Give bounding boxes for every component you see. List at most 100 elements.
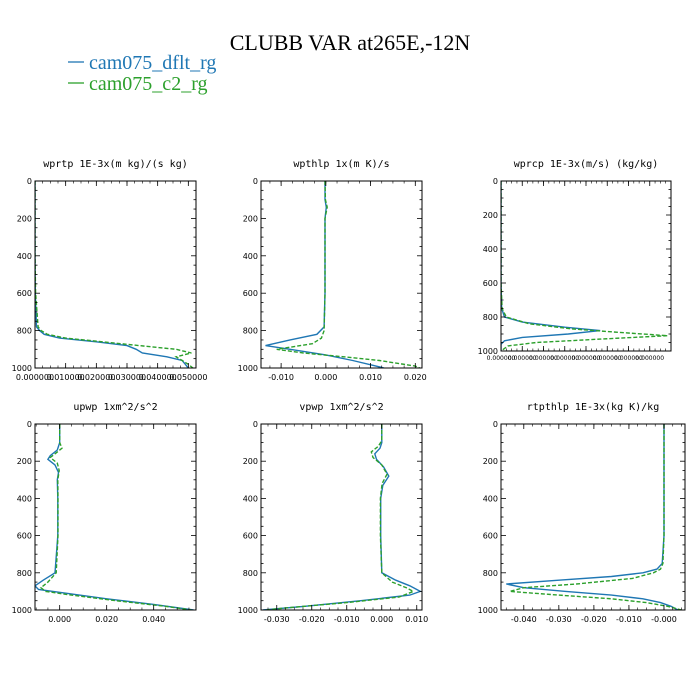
- panel-5-xtick-label: -0.020: [299, 615, 325, 624]
- panel-1-title: wprtp 1E-3x(m kg)/(s kg): [43, 159, 188, 170]
- panel-4-frame: [34, 423, 197, 611]
- panel-1: wprtp 1E-3x(m kg)/(s kg) 0 200 400 600 800 100…: [12, 159, 208, 382]
- panel-3-xtick-label: 0.000000: [572, 355, 601, 362]
- panel-4-xtick-label: 0.040: [142, 615, 165, 624]
- panel-6-ytick-label: 0: [493, 420, 498, 429]
- panel-2-ytick-label: 0: [253, 177, 258, 186]
- panel-5-frame: [260, 423, 423, 611]
- panel-6-xtick-label: -0.000: [651, 615, 677, 624]
- panel-4-ytick-label: 0: [27, 420, 32, 429]
- panel-6-series-cam075_dflt_rg: [506, 424, 679, 610]
- panel-5: vpwp 1xm^2/s^2 0 200 400 600 800 1000 -0.030 -0.…: [238, 402, 429, 624]
- legend-label-c2: cam075_c2_rg: [89, 73, 208, 95]
- panel-3-ytick-label: 200: [483, 211, 498, 220]
- panel-6-title: rtpthlp 1E-3x(kg K)/kg: [527, 402, 659, 413]
- panel-5-xtick-label: -0.030: [264, 615, 290, 624]
- panel-6-xtick-label: -0.010: [616, 615, 642, 624]
- panel-3-xtick-label: 0.000000: [550, 355, 579, 362]
- panel-1-xtick-label: 0.040000: [139, 373, 177, 382]
- panel-4-ytick-label: 400: [17, 494, 32, 503]
- panel-5-ytick-label: 0: [253, 420, 258, 429]
- panel-1-xtick-label: 0.050000: [169, 373, 207, 382]
- panel-4: upwp 1xm^2/s^2 0 200 400 600 800 1000 0.000 0.02…: [12, 402, 197, 624]
- panel-5-xtick-label: 0.010: [405, 615, 428, 624]
- panel-2-series-cam075_c2_rg: [276, 181, 421, 368]
- panel-3-series-cam075_dflt_rg: [501, 181, 601, 351]
- panel-2-xtick-label: -0.010: [268, 373, 294, 382]
- panel-6-ytick-label: 400: [483, 494, 498, 503]
- panel-6-series-cam075_c2_rg: [509, 424, 682, 610]
- panel-2-ytick-label: 200: [243, 214, 258, 223]
- panel-1-ytick-label: 800: [17, 327, 32, 336]
- panel-2: wpthlp 1x(m K)/s 0 200 400 600 800 1000 -0.010 0…: [238, 159, 427, 382]
- panel-1-frame: [34, 180, 197, 369]
- panel-3-xtick-label: 0.000000: [635, 355, 664, 362]
- panel-3-ytick-label: 1000: [478, 347, 498, 356]
- panel-5-xtick-label: 0.000: [370, 615, 393, 624]
- panel-3-xtick-label: 0.000000: [508, 355, 537, 362]
- panel-4-ytick-label: 600: [17, 532, 32, 541]
- panel-3-ytick-label: 0: [493, 177, 498, 186]
- panel-2-xtick-label: 0.020: [404, 373, 427, 382]
- panel-2-ytick-label: 800: [243, 327, 258, 336]
- panel-6-ytick-label: 200: [483, 457, 498, 466]
- panel-3-series-cam075_c2_rg: [501, 181, 668, 351]
- panel-6: rtpthlp 1E-3x(kg K)/kg 0 200 400 600 800 1000 -…: [478, 402, 686, 624]
- panel-2-ytick-label: 400: [243, 252, 258, 261]
- panel-3-xtick-label: 0.000000: [487, 355, 516, 362]
- panel-1-xtick-label: 0.000000: [16, 373, 54, 382]
- panel-5-xtick-label: -0.010: [334, 615, 360, 624]
- panel-6-xtick-label: -0.040: [511, 615, 537, 624]
- panel-2-frame: [260, 180, 423, 369]
- panel-5-series-cam075_dflt_rg: [262, 424, 422, 610]
- panel-6-xtick-label: -0.030: [546, 615, 572, 624]
- panel-1-xtick-label: 0.020000: [77, 373, 115, 382]
- panel-3-xtick-label: 0.000000: [529, 355, 558, 362]
- panel-1-series-cam075_c2_rg: [35, 181, 194, 368]
- panel-4-ytick-label: 800: [17, 569, 32, 578]
- figure-title: CLUBB VAR at265E,-12N: [230, 30, 471, 55]
- panel-5-ytick-label: 1000: [238, 606, 258, 615]
- panel-2-title: wpthlp 1x(m K)/s: [293, 159, 389, 170]
- panel-2-xtick-label: 0.000: [314, 373, 337, 382]
- legend-label-dflt: cam075_dflt_rg: [89, 52, 216, 74]
- panel-3-frame: [500, 180, 672, 352]
- panel-1-ytick-label: 600: [17, 289, 32, 298]
- panel-4-title: upwp 1xm^2/s^2: [73, 402, 157, 413]
- panel-1-ytick-label: 1000: [12, 364, 32, 373]
- panel-6-ytick-label: 1000: [478, 606, 498, 615]
- panel-4-ytick-label: 200: [17, 457, 32, 466]
- panel-6-ytick-label: 600: [483, 532, 498, 541]
- panel-4-xtick-label: 0.000: [48, 615, 71, 624]
- panel-3-title: wprcp 1E-3x(m/s) (kg/kg): [514, 159, 659, 170]
- panel-2-xtick-label: 0.010: [359, 373, 382, 382]
- panel-4-ytick-label: 1000: [12, 606, 32, 615]
- panel-1-ytick-label: 200: [17, 214, 32, 223]
- panel-4-series-cam075_dflt_rg: [35, 424, 194, 610]
- panel-3-xtick-label: 0.000000: [614, 355, 643, 362]
- legend: cam075_dflt_rg cam075_c2_rg: [68, 52, 216, 95]
- panel-1-xtick-label: 0.010000: [47, 373, 85, 382]
- panel-1-ytick-label: 0: [27, 177, 32, 186]
- panel-4-series-cam075_c2_rg: [39, 424, 192, 610]
- panel-5-ytick-label: 800: [243, 569, 258, 578]
- panel-3-ytick-label: 800: [483, 313, 498, 322]
- panel-5-ytick-label: 600: [243, 532, 258, 541]
- panel-6-ytick-label: 800: [483, 569, 498, 578]
- panel-3: wprcp 1E-3x(m/s) (kg/kg) 0 200 400 600 800 100…: [478, 159, 672, 362]
- panel-1-series-cam075_dflt_rg: [35, 181, 189, 368]
- panel-5-series-cam075_c2_rg: [266, 424, 415, 610]
- panel-1-xtick-label: 0.030000: [108, 373, 146, 382]
- panel-5-ytick-label: 400: [243, 494, 258, 503]
- panel-2-ytick-label: 1000: [238, 364, 258, 373]
- panel-3-ytick-label: 400: [483, 245, 498, 254]
- panel-5-ytick-label: 200: [243, 457, 258, 466]
- panel-3-xtick-label: 0.000000: [593, 355, 622, 362]
- panel-1-ytick-label: 400: [17, 252, 32, 261]
- panel-3-ytick-label: 600: [483, 279, 498, 288]
- panel-5-title: vpwp 1xm^2/s^2: [299, 402, 383, 413]
- panel-6-xtick-label: -0.020: [581, 615, 607, 624]
- panel-4-xtick-label: 0.020: [95, 615, 118, 624]
- panels: wprtp 1E-3x(m kg)/(s kg) 0 200 400 600 800 100…: [12, 159, 686, 624]
